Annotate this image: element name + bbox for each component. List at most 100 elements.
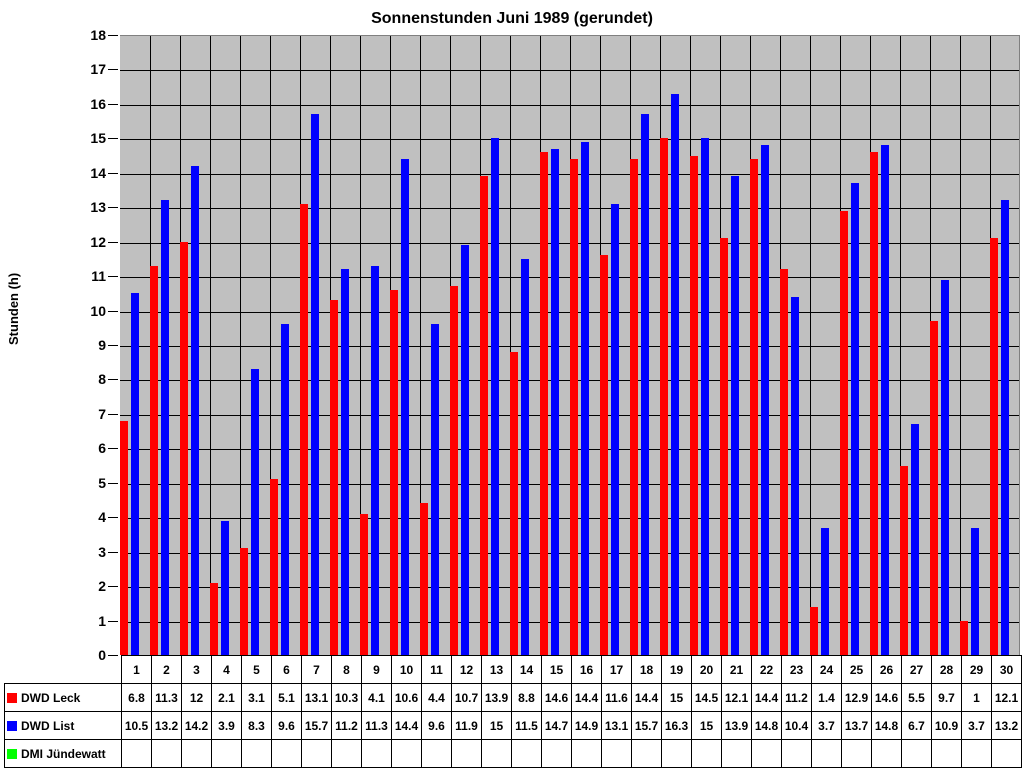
- y-tick: [108, 172, 118, 174]
- table-cell: 9.6: [421, 711, 452, 740]
- table-cell: [541, 739, 572, 768]
- table-cell: 8.3: [241, 711, 272, 740]
- table-cell: 3.7: [811, 711, 842, 740]
- table-cell: 15: [661, 683, 692, 712]
- table-cell: 11.2: [331, 711, 362, 740]
- bar-dwd-list: [371, 265, 379, 655]
- y-tick: [108, 345, 118, 346]
- y-tick: [108, 103, 118, 105]
- table-cell: 12.9: [841, 683, 872, 712]
- bar-dwd-leck: [780, 269, 788, 655]
- table-cell: 4.4: [421, 683, 452, 712]
- bar-dwd-leck: [540, 152, 548, 655]
- category-label: 30: [991, 655, 1022, 684]
- bar-dwd-list: [521, 258, 529, 655]
- table-cell: 13.9: [721, 711, 752, 740]
- bar-dwd-list: [221, 520, 229, 655]
- table-row: DWD List 10.5 13.2 14.2 3.9 8.3 9.6 15.7 11.2 11.…: [4, 711, 1022, 740]
- table-cell: [991, 739, 1022, 768]
- y-tick-label: 10: [90, 302, 106, 319]
- table-cell: 5.1: [271, 683, 302, 712]
- bar-dwd-leck: [330, 300, 338, 655]
- bar-dwd-leck: [930, 320, 938, 655]
- table-cell: 8.8: [511, 683, 542, 712]
- bar-dwd-leck: [210, 582, 218, 655]
- gridline-vertical: [510, 36, 511, 655]
- gridline-vertical: [900, 36, 901, 655]
- category-label: 19: [661, 655, 692, 684]
- category-label: 14: [511, 655, 542, 684]
- y-tick-label: 7: [98, 405, 106, 422]
- table-cell: 14.4: [391, 711, 422, 740]
- bar-dwd-list: [731, 176, 739, 655]
- table-cell: [721, 739, 752, 768]
- gridline-horizontal: [120, 414, 1019, 416]
- category-label: 1: [121, 655, 152, 684]
- bar-dwd-list: [941, 279, 949, 655]
- bar-dwd-leck: [390, 289, 398, 655]
- table-row: DMI Jündewatt: [4, 739, 1022, 768]
- gridline-horizontal: [120, 277, 1019, 279]
- y-tick-label: 13: [90, 199, 106, 216]
- legend-label: DWD List: [21, 718, 75, 733]
- bar-dwd-list: [491, 138, 499, 655]
- table-cell: [661, 739, 692, 768]
- bar-dwd-list: [851, 183, 859, 655]
- gridline-horizontal: [120, 621, 1019, 623]
- table-cell: [811, 739, 842, 768]
- bar-dwd-leck: [690, 155, 698, 655]
- bar-dwd-list: [581, 141, 589, 655]
- y-tick-label: 17: [90, 61, 106, 78]
- table-cell: [211, 739, 242, 768]
- y-tick-label: 3: [98, 543, 106, 560]
- y-tick: [108, 241, 118, 243]
- table-cell: [481, 739, 512, 768]
- legend-entry: DWD Leck: [4, 683, 122, 712]
- gridline-horizontal: [120, 552, 1019, 554]
- bar-dwd-list: [611, 203, 619, 655]
- table-cell: 10.6: [391, 683, 422, 712]
- y-tick-label: 18: [90, 27, 106, 43]
- bar-dwd-leck: [270, 479, 278, 655]
- category-label: 18: [631, 655, 662, 684]
- bar-dwd-leck: [360, 513, 368, 655]
- category-label: 25: [841, 655, 872, 684]
- bar-dwd-leck: [870, 152, 878, 655]
- y-tick: [108, 586, 118, 588]
- y-tick-label: 5: [98, 474, 106, 491]
- bar-dwd-leck: [750, 159, 758, 655]
- y-tick-label: 14: [90, 164, 106, 181]
- table-cell: [151, 739, 182, 768]
- y-tick: [108, 276, 118, 278]
- table-cell: 14.5: [691, 683, 722, 712]
- gridline-vertical: [270, 36, 271, 655]
- bar-dwd-list: [971, 527, 979, 655]
- y-tick-label: 11: [91, 268, 106, 285]
- plot-area: [120, 35, 1020, 655]
- y-tick: [108, 413, 118, 415]
- table-cell: 14.7: [541, 711, 572, 740]
- category-label: 28: [931, 655, 962, 684]
- bar-dwd-leck: [120, 420, 128, 655]
- bar-dwd-list: [1001, 200, 1009, 655]
- y-tick: [108, 207, 118, 209]
- chart-title: Sonnenstunden Juni 1989 (gerundet): [371, 10, 653, 27]
- gridline-horizontal: [120, 139, 1019, 141]
- table-cell: [451, 739, 482, 768]
- y-tick: [108, 35, 118, 36]
- gridline-horizontal: [120, 208, 1019, 210]
- table-cell: 1.4: [811, 683, 842, 712]
- category-label: 8: [331, 655, 362, 684]
- bar-dwd-list: [701, 138, 709, 655]
- table-cell: 6.7: [901, 711, 932, 740]
- gridline-vertical: [210, 36, 211, 655]
- table-cell: 11.6: [601, 683, 632, 712]
- table-cell: 13.2: [151, 711, 182, 740]
- gridline-horizontal: [120, 449, 1019, 451]
- category-label: 9: [361, 655, 392, 684]
- table-cell: 10.7: [451, 683, 482, 712]
- category-label: 12: [451, 655, 482, 684]
- table-cell: [391, 739, 422, 768]
- bar-dwd-list: [821, 527, 829, 655]
- legend-label: DMI Jündewatt: [21, 746, 106, 761]
